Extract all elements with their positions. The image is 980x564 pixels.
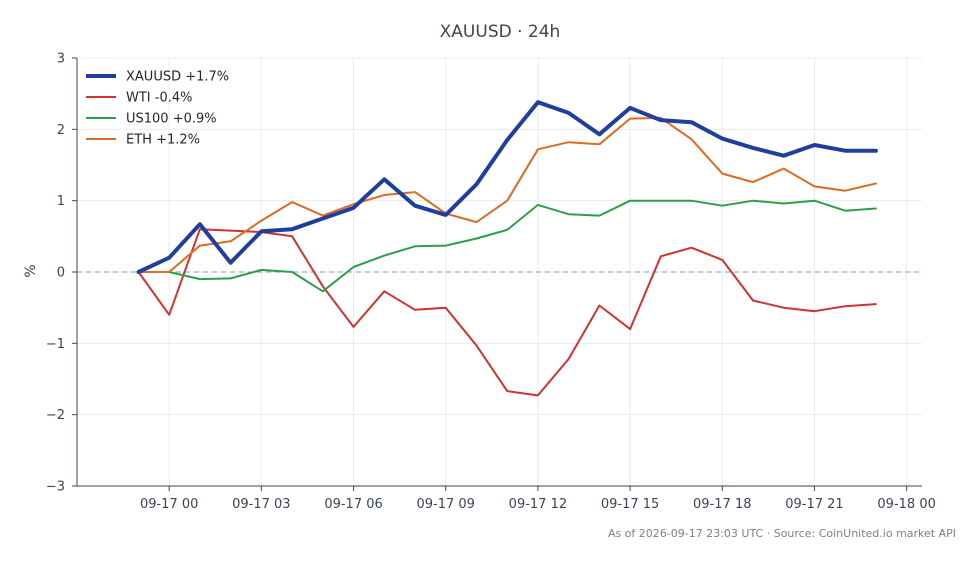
y-axis-label: % bbox=[23, 264, 39, 277]
footer-source: As of 2026-09-17 23:03 UTC · Source: Coi… bbox=[608, 527, 956, 540]
x-tick-label: 09-17 09 bbox=[417, 497, 475, 512]
x-tick-label: 09-17 00 bbox=[140, 497, 198, 512]
y-tick-label: 3 bbox=[57, 52, 65, 67]
legend-label-eth: ETH +1.2% bbox=[126, 133, 200, 148]
x-tick-label: 09-17 21 bbox=[785, 497, 843, 512]
x-axis-ticks: 09-17 00 09-17 03 09-17 06 09-17 09 09-17 12… bbox=[140, 486, 936, 512]
x-tick-label: 09-17 18 bbox=[693, 497, 751, 512]
series-line-eth bbox=[137, 116, 877, 273]
series-line-xauusd bbox=[136, 100, 878, 274]
y-tick-label: 1 bbox=[57, 194, 65, 209]
y-tick-label: −1 bbox=[46, 337, 65, 352]
y-tick-label: 2 bbox=[57, 123, 65, 138]
y-tick-label: −2 bbox=[46, 408, 65, 423]
series-line-us100 bbox=[137, 199, 877, 293]
y-tick-label: −3 bbox=[46, 480, 65, 495]
series-lines bbox=[136, 100, 878, 397]
legend: XAUUSD +1.7% WTI -0.4% US100 +0.9% ETH +1.2… bbox=[86, 70, 229, 148]
x-tick-label: 09-17 12 bbox=[509, 497, 567, 512]
x-tick-label: 09-17 15 bbox=[601, 497, 659, 512]
x-tick-label: 09-17 06 bbox=[324, 497, 382, 512]
y-axis-ticks: −3 −2 −1 0 1 2 3 bbox=[46, 52, 77, 495]
x-tick-label: 09-17 03 bbox=[232, 497, 290, 512]
x-tick-label: 09-18 00 bbox=[877, 497, 935, 512]
y-tick-label: 0 bbox=[57, 266, 65, 281]
legend-label-us100: US100 +0.9% bbox=[126, 112, 217, 127]
legend-label-xauusd: XAUUSD +1.7% bbox=[126, 70, 229, 85]
legend-label-wti: WTI -0.4% bbox=[126, 91, 192, 106]
chart-title: XAUUSD · 24h bbox=[440, 22, 561, 42]
